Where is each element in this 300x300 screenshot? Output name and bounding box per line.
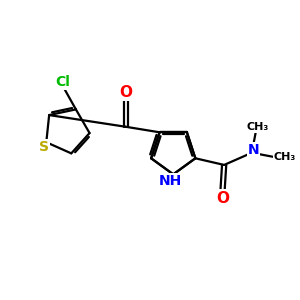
Text: O: O — [119, 85, 132, 100]
Text: N: N — [248, 143, 259, 157]
Text: Cl: Cl — [56, 75, 70, 89]
Text: S: S — [38, 140, 49, 154]
Text: O: O — [216, 190, 229, 206]
Text: NH: NH — [159, 174, 182, 188]
Text: CH₃: CH₃ — [274, 152, 296, 162]
Text: CH₃: CH₃ — [247, 122, 269, 132]
